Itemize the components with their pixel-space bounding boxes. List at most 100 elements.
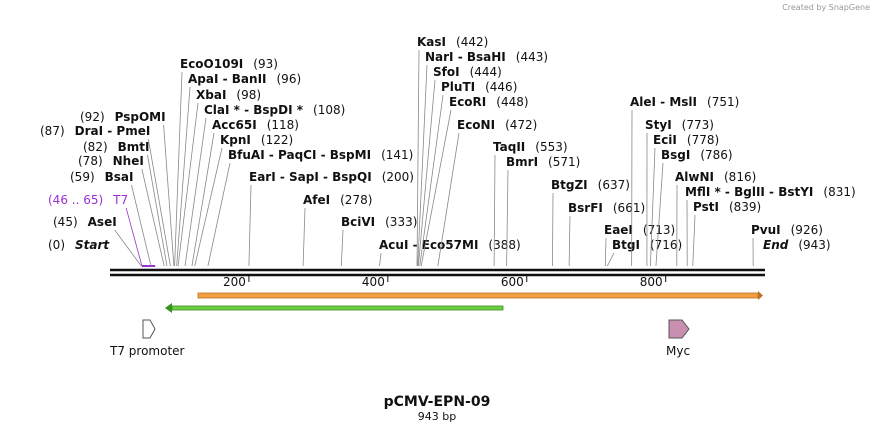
site-name: EcoRI (449, 95, 486, 109)
site-name: AcuI - Eco57MI (379, 238, 478, 252)
site-name: AseI (88, 215, 117, 229)
site-position: (388) (488, 238, 520, 252)
site-name: EarI - SapI - BspQI (249, 170, 372, 184)
credit: Created by SnapGene (782, 3, 870, 12)
site-leader (131, 184, 152, 267)
site-label: NarI - BsaHI (443) (425, 50, 548, 64)
site-leader (125, 207, 143, 267)
site-position: (46 .. 65) (48, 193, 103, 207)
site-position: (446) (485, 80, 517, 94)
site-name: EciI (653, 133, 677, 147)
site-label: EcoRI (448) (449, 95, 529, 109)
site-leader (420, 109, 452, 267)
site-name: BsrFI (568, 201, 603, 215)
site-leader (147, 138, 171, 267)
site-position: (751) (707, 95, 739, 109)
site-name: PluTI (441, 80, 475, 94)
site-label: (82) BmtI (83, 140, 150, 154)
site-name: T7 (112, 193, 128, 207)
site-position: (773) (682, 118, 714, 132)
ruler-label: 800 (640, 275, 663, 289)
site-label: PluTI (446) (441, 80, 517, 94)
ruler-label: 400 (362, 275, 385, 289)
site-position: (816) (724, 170, 756, 184)
site-position: (926) (791, 223, 823, 237)
site-leader (141, 168, 165, 267)
site-position: (448) (496, 95, 528, 109)
site-position: (716) (650, 238, 682, 252)
myc-feature (668, 319, 690, 339)
t7-feature (142, 319, 156, 339)
site-position: (786) (700, 148, 732, 162)
site-leader (114, 229, 142, 267)
site-label: AfeI (278) (303, 193, 372, 207)
site-name: EcoO109I (180, 57, 243, 71)
site-position: (333) (385, 215, 417, 229)
site-label: EcoO109I (93) (180, 57, 278, 71)
site-label: BciVI (333) (341, 215, 417, 229)
site-leader (163, 124, 175, 267)
site-name: PvuI (751, 223, 781, 237)
length: 943 bp (418, 410, 456, 423)
site-name: Acc65I (212, 118, 257, 132)
site-position: (141) (381, 148, 413, 162)
site-position: (118) (267, 118, 299, 132)
site-name: ApaI - BanII (188, 72, 267, 86)
site-name: TaqII (493, 140, 525, 154)
site-position: (278) (340, 193, 372, 207)
site-position: (108) (313, 103, 345, 117)
site-label: MflI * - BglII - BstYI (831) (685, 185, 856, 199)
site-position: (442) (456, 35, 488, 49)
site-name: AfeI (303, 193, 330, 207)
site-name: SfoI (433, 65, 460, 79)
site-position: (571) (548, 155, 580, 169)
site-label: (59) BsaI (70, 170, 134, 184)
site-name: MflI * - BglII - BstYI (685, 185, 813, 199)
ruler-label: 600 (501, 275, 524, 289)
site-leader (649, 147, 656, 267)
site-leader (419, 94, 444, 267)
site-label: EarI - SapI - BspQI (200) (249, 170, 414, 184)
site-leader (147, 154, 168, 267)
site-position: (444) (470, 65, 502, 79)
site-label: KasI (442) (417, 35, 488, 49)
site-position: (87) (40, 124, 65, 138)
site-leader (174, 71, 183, 267)
site-label: AleI - MslI (751) (630, 95, 739, 109)
site-position: (96) (277, 72, 302, 86)
site-name: PspOMI (115, 110, 166, 124)
site-leader (416, 49, 420, 267)
site-leader (302, 207, 306, 267)
site-position: (472) (505, 118, 537, 132)
site-position: (0) (48, 238, 65, 252)
orf-arrow (165, 303, 172, 313)
site-label: PvuI (926) (751, 223, 823, 237)
site-label: (87) DraI - PmeI (40, 124, 150, 138)
site-position: (443) (516, 50, 548, 64)
site-label: (46 .. 65) T7 (48, 193, 128, 207)
site-label: BtgZI (637) (551, 178, 630, 192)
orf-arrow (758, 291, 763, 300)
site-label: TaqII (553) (493, 140, 568, 154)
site-position: (78) (78, 154, 103, 168)
site-label: AlwNI (816) (675, 170, 756, 184)
site-label: XbaI (98) (196, 88, 261, 102)
site-leader (379, 252, 382, 267)
site-name: NarI - BsaHI (425, 50, 506, 64)
site-leader (493, 154, 496, 267)
site-name: DraI - PmeI (75, 124, 151, 138)
site-leader (606, 252, 615, 267)
site-leader (692, 214, 696, 267)
site-leader (418, 79, 436, 267)
site-label: End (943) (763, 238, 831, 252)
site-leader (194, 147, 223, 267)
site-label: SfoI (444) (433, 65, 502, 79)
site-leader (248, 184, 252, 267)
site-position: (92) (80, 110, 105, 124)
site-label: BmrI (571) (506, 155, 580, 169)
site-position: (831) (823, 185, 855, 199)
site-label: StyI (773) (645, 118, 714, 132)
site-leader (184, 117, 207, 267)
site-position: (122) (261, 133, 293, 147)
